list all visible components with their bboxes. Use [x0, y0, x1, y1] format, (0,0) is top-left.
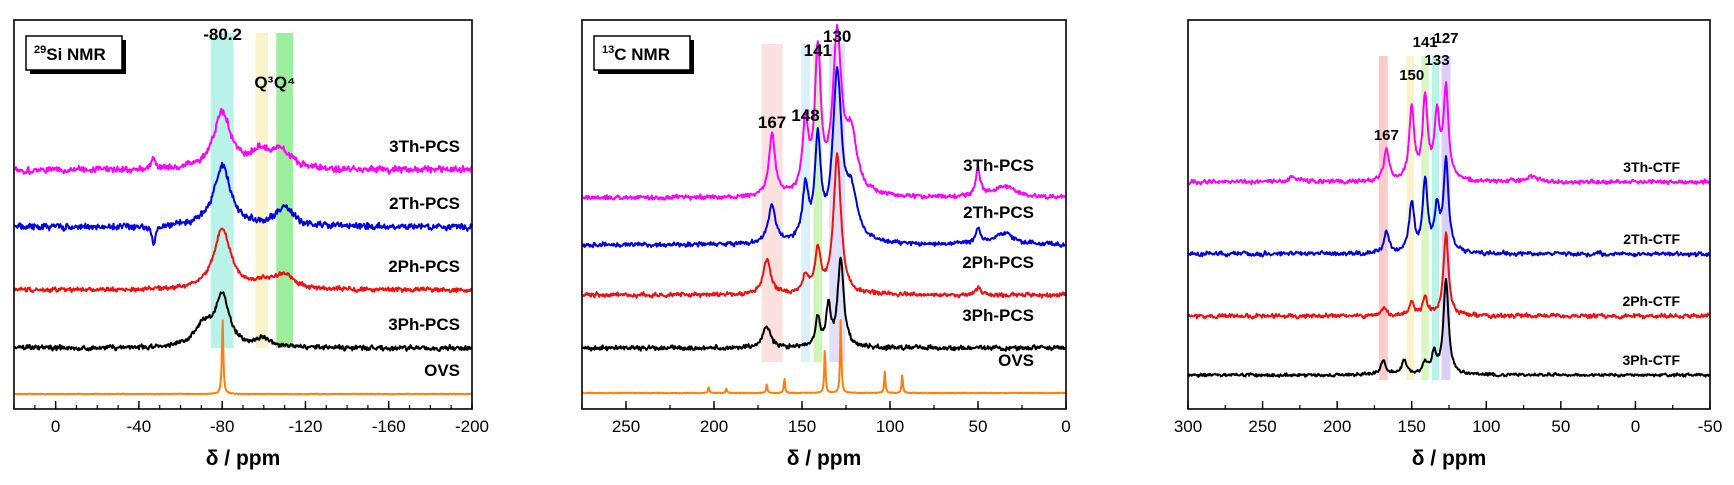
- tick-label: 250: [612, 417, 640, 436]
- series-label: 2Ph-CTF: [1622, 293, 1680, 309]
- title-main: C NMR: [614, 45, 670, 64]
- series-label: 3Ph-PCS: [388, 315, 460, 334]
- tick-label: 50: [969, 417, 988, 436]
- spectrum-line: [581, 256, 1067, 352]
- peak-label: Q⁴: [274, 73, 296, 92]
- chart-panel-1: 3Th-PCS 2Th-PCS 2Ph-PCS 3Ph-PCS OVS -80.2 Q³ Q⁴…: [13, 19, 489, 470]
- peak-label: 130: [823, 27, 851, 46]
- spectrum-line: [1187, 81, 1711, 186]
- peak-label: 167: [758, 113, 786, 132]
- chart-panel-3: 3Th-CTF 2Th-CTF 2Ph-CTF 3Ph-CTF 167 150 141133…: [1174, 19, 1723, 470]
- highlight-band: [1378, 56, 1388, 380]
- x-axis-title: δ / ppm: [787, 447, 862, 470]
- title-box: [25, 35, 123, 71]
- highlight-band: [1441, 56, 1451, 380]
- tick-label: -80: [210, 417, 235, 436]
- series-label: OVS: [424, 361, 460, 380]
- highlight-band: [761, 44, 783, 362]
- series-label: 2Th-CTF: [1623, 231, 1680, 247]
- series-label: 3Ph-CTF: [1622, 352, 1680, 368]
- peak-label: 141: [1413, 34, 1438, 51]
- panel-title: 13C NMR: [602, 44, 670, 64]
- highlight-band: [255, 33, 268, 348]
- spectrum-line: [13, 107, 473, 175]
- series-label: 2Th-PCS: [389, 194, 460, 213]
- spectrum-line: [1187, 278, 1711, 378]
- tick-label: 250: [1248, 417, 1276, 436]
- tick-label: 200: [1323, 417, 1351, 436]
- panel-title: 29Si NMR: [34, 44, 106, 64]
- spectrum-line: [1187, 231, 1711, 320]
- tick-label: 0: [51, 417, 60, 436]
- title-superscript: 13: [602, 44, 614, 56]
- tick-label: 100: [1472, 417, 1500, 436]
- highlight-band: [276, 33, 293, 348]
- tick-label: 150: [788, 417, 816, 436]
- tick-label: 150: [1398, 417, 1426, 436]
- peak-label: 133: [1425, 52, 1450, 69]
- highlight-band: [1421, 56, 1429, 380]
- tick-label: 50: [1551, 417, 1570, 436]
- highlight-band: [210, 33, 234, 348]
- series-label: 3Th-PCS: [389, 137, 460, 156]
- tick-label: 300: [1174, 417, 1202, 436]
- highlight-band: [813, 44, 823, 362]
- title-box: [593, 35, 691, 71]
- peak-label: 127: [1434, 30, 1459, 47]
- series-label: 3Ph-PCS: [962, 306, 1034, 325]
- tick-label: -120: [288, 417, 322, 436]
- spectrum-line: [13, 227, 473, 294]
- tick-label: -200: [455, 417, 489, 436]
- highlight-band: [1431, 56, 1440, 380]
- peak-label: Q³: [254, 73, 273, 92]
- spectrum-line: [13, 161, 473, 246]
- tick-label: 100: [876, 417, 904, 436]
- series-label: OVS: [998, 351, 1034, 370]
- peak-label: 141: [804, 41, 832, 60]
- series-label: 2Ph-PCS: [388, 257, 460, 276]
- title-superscript: 29: [34, 44, 46, 56]
- spectrum-line: [13, 319, 473, 396]
- peak-label: 148: [791, 106, 819, 125]
- tick-label: 0: [1061, 417, 1070, 436]
- tick-label: 0: [1631, 417, 1640, 436]
- series-label: 3Th-PCS: [963, 156, 1034, 175]
- spectrum-line: [13, 291, 473, 352]
- series-label: 2Th-PCS: [963, 203, 1034, 222]
- tick-label: -40: [127, 417, 152, 436]
- peak-label: 150: [1399, 67, 1424, 84]
- x-axis-title: δ / ppm: [1412, 447, 1487, 470]
- tick-label: -160: [372, 417, 406, 436]
- spectrum-line: [1187, 155, 1711, 258]
- highlight-band: [801, 44, 810, 362]
- peak-label: -80.2: [203, 25, 242, 44]
- series-label: 2Ph-PCS: [962, 253, 1034, 272]
- spectrum-line: [581, 66, 1067, 249]
- spectrum-line: [581, 23, 1067, 201]
- plot-frame: [581, 19, 1067, 410]
- x-axis-title: δ / ppm: [206, 447, 281, 470]
- spectrum-line: [581, 319, 1067, 395]
- tick-label: -50: [1698, 417, 1723, 436]
- peak-label: 167: [1374, 127, 1399, 144]
- tick-label: 200: [700, 417, 728, 436]
- chart-panel-2: 3Th-PCS 2Th-PCS 2Ph-PCS 3Ph-PCS OVS 167 148 141…: [581, 19, 1071, 470]
- title-main: Si NMR: [46, 45, 106, 64]
- series-label: 3Th-CTF: [1623, 159, 1680, 175]
- spectrum-line: [581, 152, 1067, 299]
